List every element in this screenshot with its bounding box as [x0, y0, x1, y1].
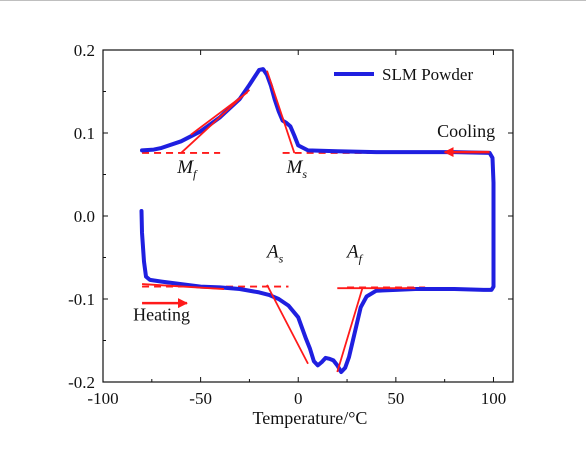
x-tick-label: -50 [189, 389, 212, 408]
x-tick-label: -100 [87, 389, 118, 408]
axis-ticks [102, 49, 513, 383]
transition-subscript: s [279, 252, 284, 266]
legend-label: SLM Powder [382, 65, 473, 84]
series-line [139, 67, 496, 374]
transition-subscript: s [302, 167, 307, 181]
direction-label: Heating [133, 305, 190, 325]
transition-subscript: f [359, 252, 364, 266]
y-tick-label: 0.0 [74, 207, 95, 226]
tangent-lines [141, 70, 416, 373]
series-lines [139, 67, 496, 374]
tangent-line [141, 283, 225, 290]
transition-label: Ms [286, 157, 308, 181]
x-axis-label: Temperature/°C [253, 408, 368, 428]
transition-label: As [265, 242, 284, 266]
transition-label: Af [345, 242, 364, 266]
transition-label: Mf [176, 157, 198, 181]
tangent-line [336, 287, 364, 373]
tangent-line [190, 91, 249, 136]
plot-frame [102, 49, 514, 383]
axis-tick-labels: -100 -50 0 50 100 -0.2 -0.1 0.0 0.1 0.2 [68, 41, 506, 408]
transition-subscript: f [193, 167, 198, 181]
x-tick-label: 0 [294, 389, 303, 408]
legend: SLM Powder [334, 65, 473, 84]
tangent-line [266, 70, 296, 154]
y-tick-label: 0.1 [74, 124, 95, 143]
direction-arrows [142, 147, 490, 309]
tangent-line [266, 284, 309, 365]
y-tick-label: -0.1 [68, 290, 95, 309]
x-tick-label: 50 [387, 389, 404, 408]
direction-label: Cooling [437, 121, 495, 141]
top-border-line [0, 0, 586, 1]
y-tick-label: -0.2 [68, 373, 95, 392]
y-tick-label: 0.2 [74, 41, 95, 60]
x-tick-label: 100 [481, 389, 507, 408]
